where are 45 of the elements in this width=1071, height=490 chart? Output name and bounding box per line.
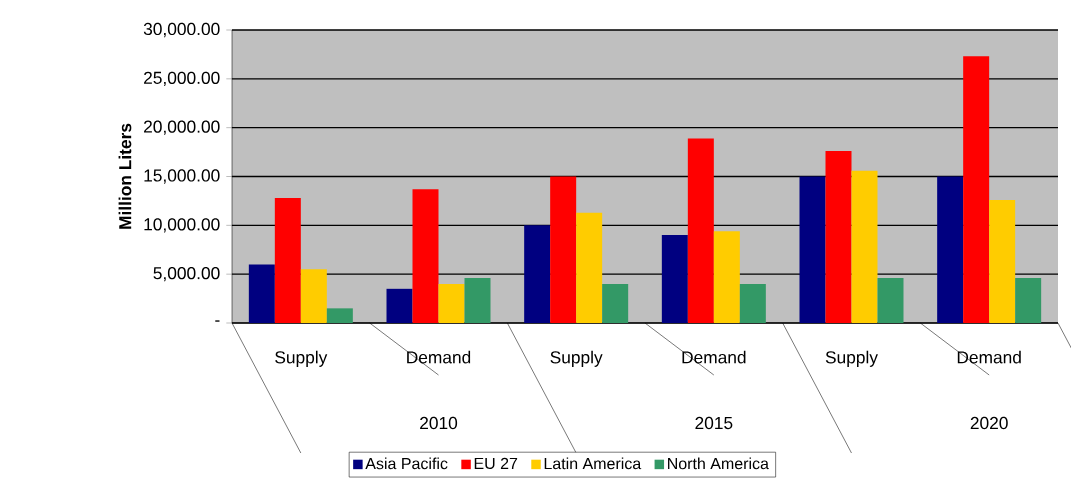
bar bbox=[602, 283, 629, 323]
bar bbox=[661, 235, 688, 323]
text: 2020 bbox=[970, 416, 1008, 430]
legend-label: Latin America bbox=[544, 457, 642, 470]
bar bbox=[687, 138, 714, 323]
bar bbox=[799, 176, 826, 323]
bar bbox=[825, 151, 852, 323]
bar bbox=[877, 278, 904, 323]
bar bbox=[550, 176, 577, 323]
y-tick-label: 20,000.00 bbox=[144, 120, 220, 135]
x-tick-label: Supply bbox=[275, 350, 328, 367]
y-tick-label: 5,000.00 bbox=[153, 267, 220, 282]
x-tick-label: Supply bbox=[825, 350, 878, 367]
legend-label: Asia Pacific bbox=[365, 457, 448, 470]
bar bbox=[1015, 278, 1042, 323]
bar bbox=[300, 269, 327, 323]
y-tick-label: 25,000.00 bbox=[144, 71, 220, 86]
bar bbox=[386, 288, 413, 323]
bar bbox=[963, 56, 990, 323]
bar bbox=[438, 283, 465, 323]
y-tick-label: 15,000.00 bbox=[144, 169, 220, 184]
bar bbox=[989, 199, 1016, 323]
legend-label: EU 27 bbox=[474, 457, 518, 470]
bar bbox=[713, 231, 740, 323]
x-tick-label: Demand bbox=[957, 350, 1021, 364]
y-axis-title: Million Liters bbox=[118, 123, 132, 229]
bar bbox=[274, 197, 301, 323]
legend-label: North America bbox=[668, 457, 769, 470]
y-tick-label: 10,000.00 bbox=[144, 218, 220, 233]
bar bbox=[248, 264, 275, 323]
y-tick-label: 30,000.00 bbox=[143, 22, 220, 38]
x-tick-label: Demand bbox=[407, 350, 471, 364]
bar bbox=[412, 189, 439, 323]
text: 2015 bbox=[695, 416, 733, 430]
x-tick-label: Demand bbox=[682, 350, 746, 364]
bar bbox=[326, 308, 353, 323]
bar bbox=[464, 278, 491, 323]
bar bbox=[576, 212, 603, 323]
y-tick-label: - bbox=[215, 320, 220, 322]
bar bbox=[524, 225, 551, 323]
bar bbox=[851, 170, 878, 323]
x-tick-label: Supply bbox=[550, 350, 603, 367]
text: 2010 bbox=[420, 416, 458, 430]
bar bbox=[739, 283, 766, 323]
bar bbox=[937, 176, 964, 323]
